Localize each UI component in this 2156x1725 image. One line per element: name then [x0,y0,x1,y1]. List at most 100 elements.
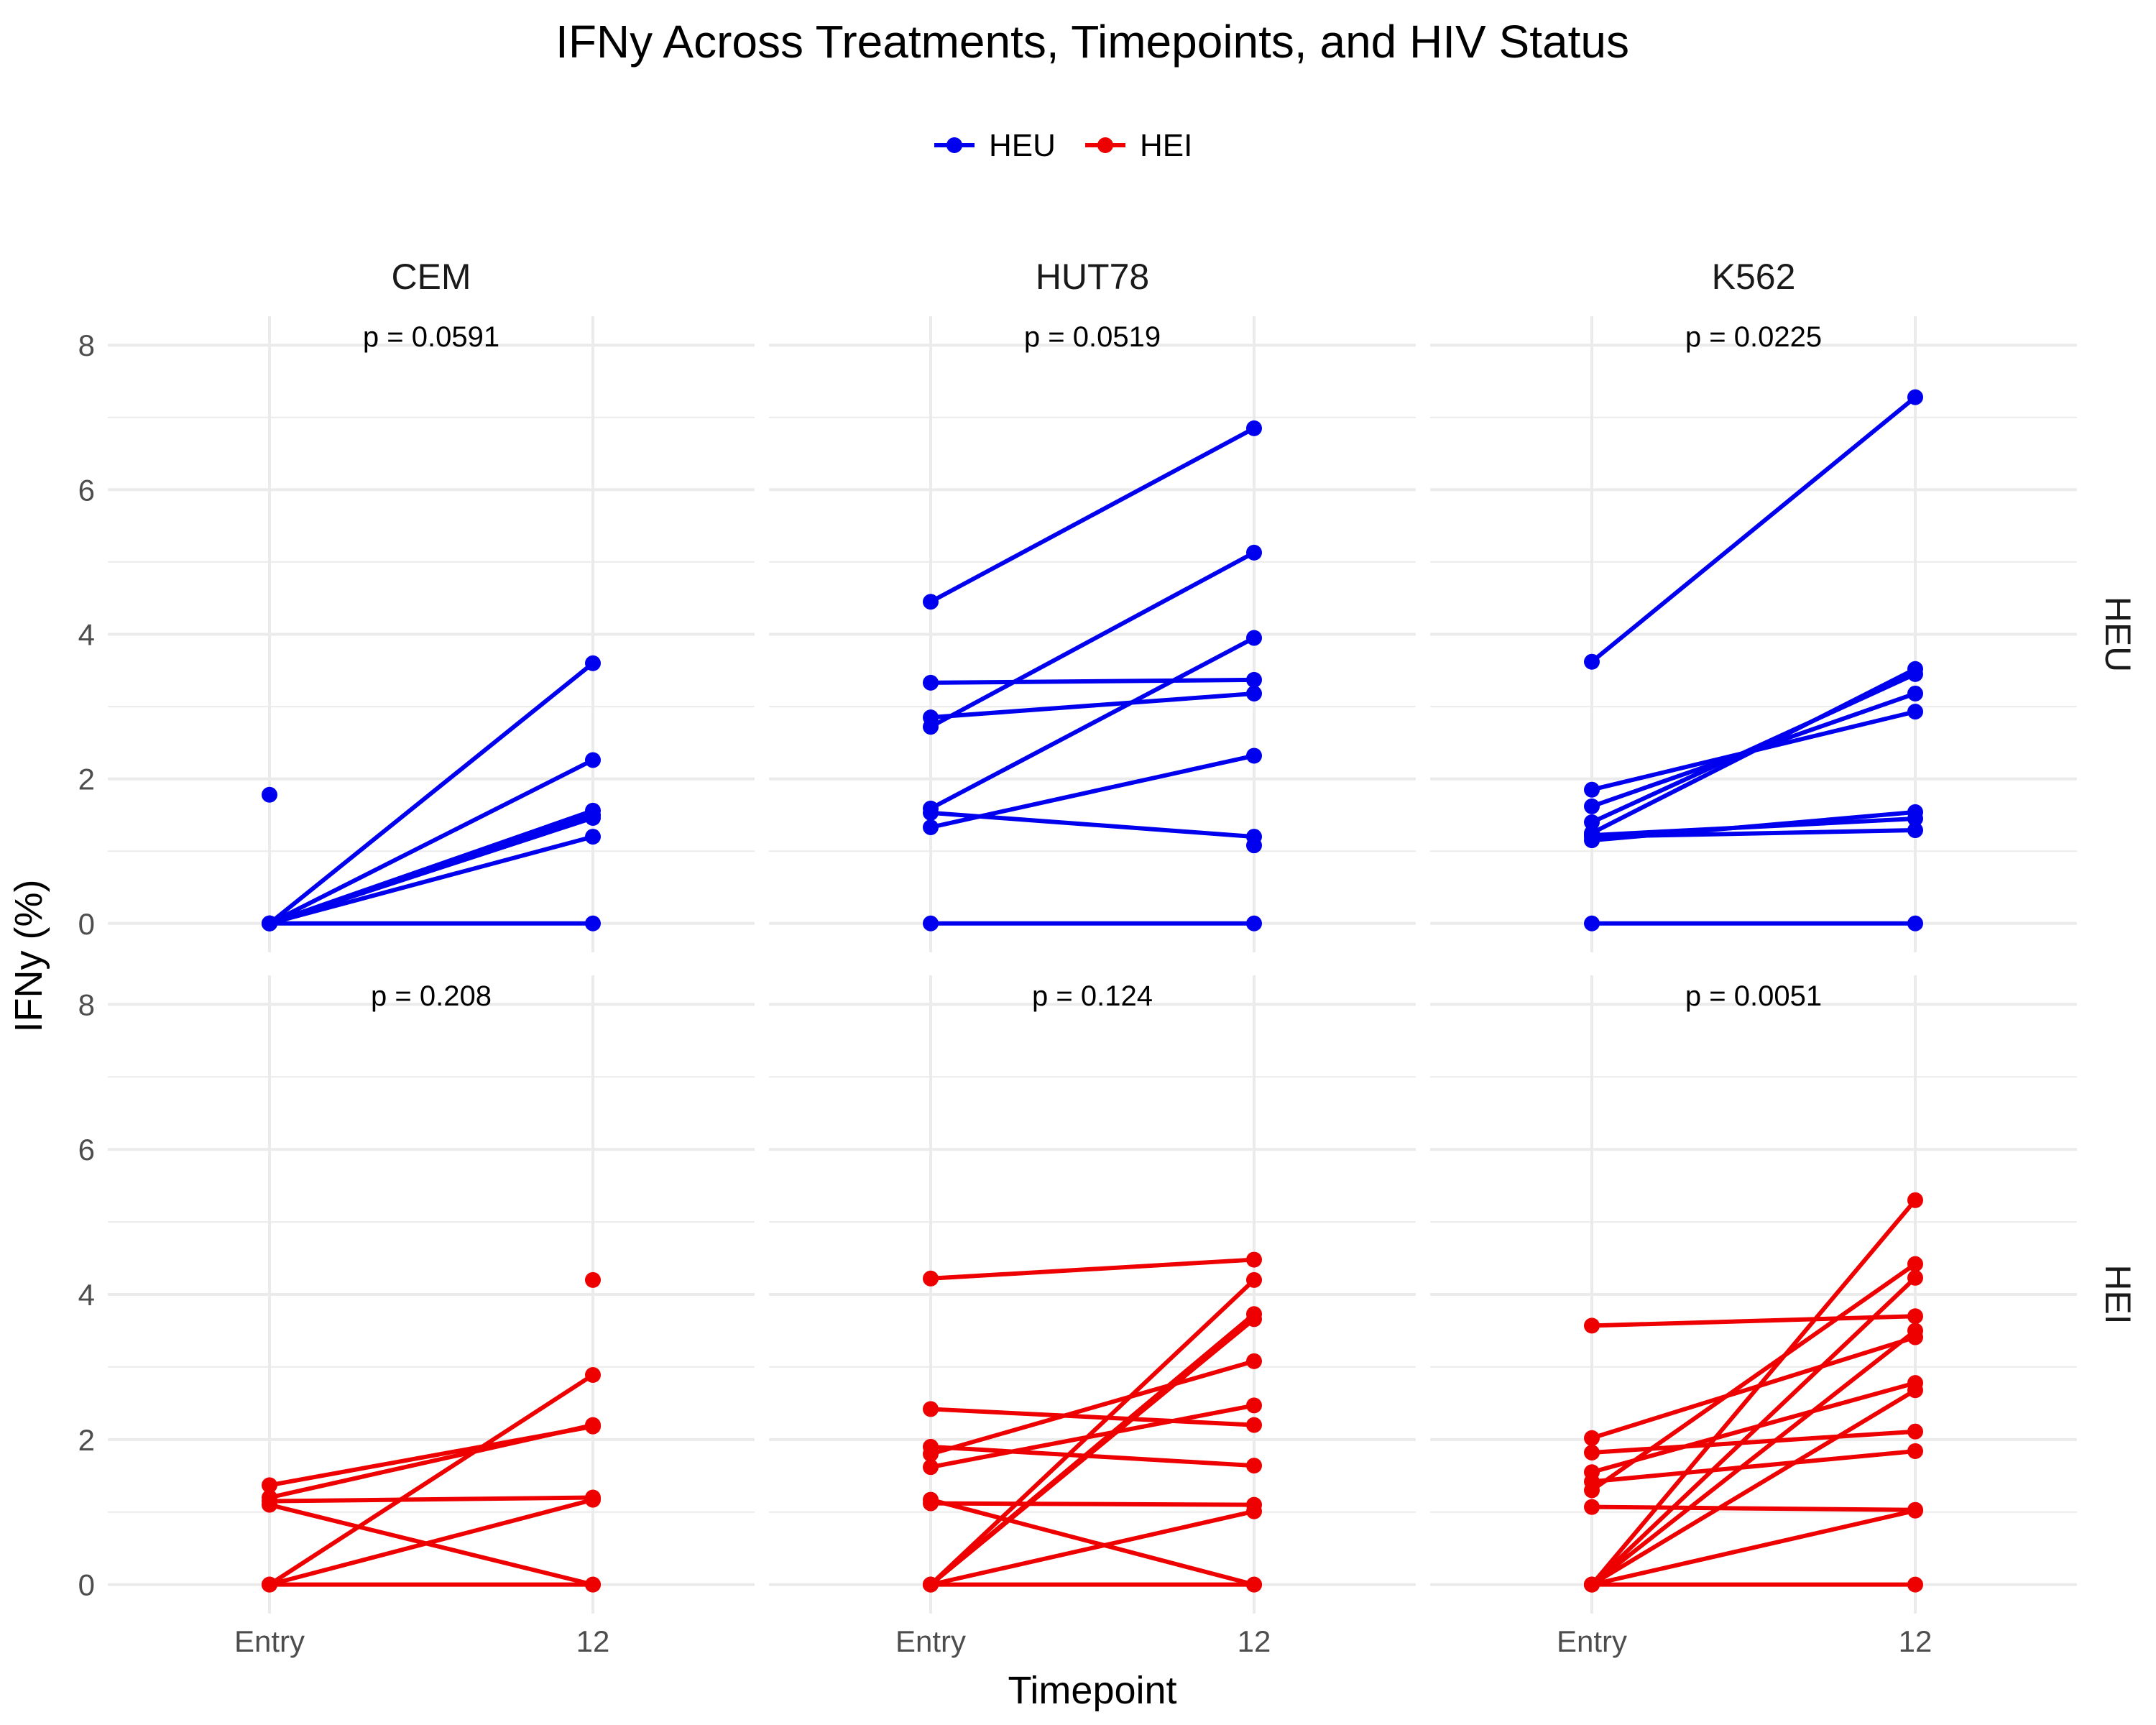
data-point [1907,1256,1923,1272]
facet-strips: CEM HUT78 K562 HEU HEI [391,257,2138,1325]
panel-grid-hut78-heu [769,316,1416,952]
x-tick-label: 12 [576,1624,610,1658]
data-point [1246,1458,1262,1474]
data-point [585,1417,601,1433]
data-point [1584,1576,1600,1593]
series-line [269,1422,594,1500]
series-line [1590,667,1917,835]
data-point [262,1576,277,1593]
strip-label-hei: HEI [2098,1264,2138,1324]
legend: HEU HEI [934,128,1192,163]
data-point [1246,685,1262,702]
data-point [1907,1192,1923,1208]
series-line [269,1502,594,1587]
x-tick-label: 12 [1899,1624,1932,1658]
data-point [585,809,601,826]
data-point [1246,1503,1262,1519]
data-point [1907,704,1923,720]
x-axis-title: Timepoint [1008,1669,1176,1712]
x-tick-label: Entry [234,1624,305,1658]
y-axis-title: IFNy (%) [7,880,50,1033]
y-tick-label: 4 [78,618,95,652]
series-line [929,1317,1256,1586]
data-point [1907,1322,1923,1339]
series-line [929,426,1256,604]
series-line [1591,1504,1916,1512]
series-line [1590,1198,1917,1586]
series-line [1590,1262,1917,1492]
series-line [269,1495,594,1504]
data-point [1907,915,1923,932]
chart-title: IFNy Across Treatments, Timepoints, and … [556,16,1629,68]
data-point [923,819,939,836]
data-point [1246,1271,1262,1288]
panel-k562-hei: p = 0.0051 [1584,980,1923,1593]
panel-k562-heu: p = 0.0225 [1584,321,1923,932]
data-point [1907,1576,1923,1593]
data-point [1246,1353,1262,1369]
series-line [930,691,1255,720]
data-point [1246,420,1262,436]
data-point [1907,1443,1923,1459]
data-point [923,1459,939,1476]
data-point [1246,671,1262,688]
y-tick-label: 0 [78,1568,95,1602]
data-point [585,752,601,768]
data-point [1246,748,1262,764]
data-point [1907,1269,1923,1286]
strip-label-heu: HEU [2098,597,2138,673]
series-line [930,1497,1255,1587]
data-point [1907,661,1923,677]
data-point [585,829,601,845]
strip-label-hut78: HUT78 [1036,257,1149,297]
x-tick-label: 12 [1238,1624,1271,1658]
panel-grid-cem-heu [108,316,755,952]
y-tick-label: 4 [78,1278,95,1312]
data-point [1907,1308,1923,1325]
p-value-label: p = 0.124 [1032,980,1153,1012]
p-value-label: p = 0.0225 [1685,321,1822,353]
series-line [1590,1329,1917,1586]
data-point [585,915,601,932]
data-point [1246,915,1262,932]
data-point [923,1495,939,1512]
data-point [585,1367,601,1384]
legend-item-heu: HEU [934,128,1056,163]
panel-cem-hei: p = 0.208 [262,980,601,1593]
data-point [923,719,939,735]
data-point [262,1477,277,1494]
data-point [585,1491,601,1508]
series-line [1591,1429,1916,1455]
data-point [1584,1482,1600,1499]
x-axis-ticks: Entry 12 Entry 12 Entry 12 [234,1624,1932,1658]
strip-label-cem: CEM [391,257,471,297]
series-line [268,661,594,926]
x-tick-label: Entry [895,1624,966,1658]
data-point [1584,798,1600,814]
y-tick-label: 8 [78,328,95,362]
x-tick-label: Entry [1557,1624,1627,1658]
data-point [1584,1317,1600,1334]
data-point [923,1576,939,1593]
data-point [1246,1576,1262,1593]
series-line [930,810,1255,840]
p-value-label: p = 0.0591 [363,321,499,353]
series-line [930,1403,1255,1470]
data-point [262,915,277,932]
data-point [923,1401,939,1417]
data-point [1246,1417,1262,1433]
panel-hut78-heu: p = 0.0519 [923,321,1262,932]
series-line [268,1373,594,1587]
facet-panels: p = 0.0591 p = 0.0519 p = 0.0225 p = 0.208 p… [108,316,2077,1614]
data-point [1907,1423,1923,1440]
series-line [1590,1388,1917,1587]
series-line [929,635,1256,811]
y-tick-label: 8 [78,988,95,1021]
y-tick-label: 6 [78,1133,95,1167]
data-point [923,1446,939,1462]
data-point [1246,544,1262,561]
series-line [930,677,1255,685]
data-point [1584,915,1600,932]
series-line [1591,1448,1916,1484]
legend-label: HEI [1140,128,1192,163]
